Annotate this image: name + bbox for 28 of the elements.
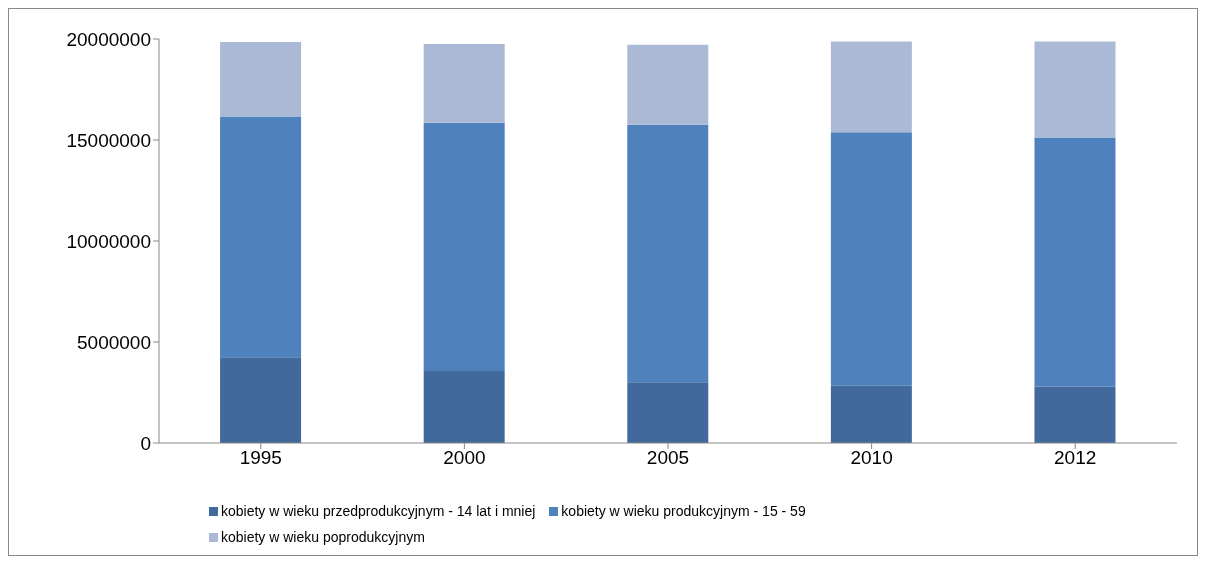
bar — [830, 132, 912, 386]
bar — [220, 116, 302, 358]
y-tick-label: 15000000 — [66, 129, 151, 151]
bar — [423, 44, 505, 123]
bar — [830, 385, 912, 443]
x-tick-label: 2005 — [646, 447, 690, 469]
x-tick-label: 1995 — [239, 447, 282, 469]
y-tick-label: 5000000 — [77, 331, 151, 353]
y-tick-label: 0 — [140, 432, 151, 454]
x-tick-label: 2010 — [850, 447, 893, 469]
bar — [1034, 137, 1116, 387]
y-tick-label: 20000000 — [66, 28, 151, 50]
x-tick-label: 2000 — [443, 447, 486, 469]
legend-label: kobiety w wieku produkcyjnym - 15 - 59 — [560, 503, 806, 519]
bar — [830, 41, 912, 133]
x-tick-label: 2012 — [1054, 447, 1097, 469]
bar — [627, 44, 709, 125]
y-tick-label: 10000000 — [66, 230, 151, 252]
legend-label: kobiety w wieku przedprodukcyjnym - 14 lat i mniej — [220, 503, 536, 519]
bar — [220, 42, 302, 117]
bar — [627, 382, 709, 443]
bar — [220, 357, 302, 443]
bar — [627, 124, 709, 383]
bar — [1034, 386, 1116, 443]
bar — [423, 370, 505, 443]
bar — [1034, 41, 1116, 138]
bar — [423, 122, 505, 371]
legend-label: kobiety w wieku poprodukcyjnym — [220, 529, 425, 545]
